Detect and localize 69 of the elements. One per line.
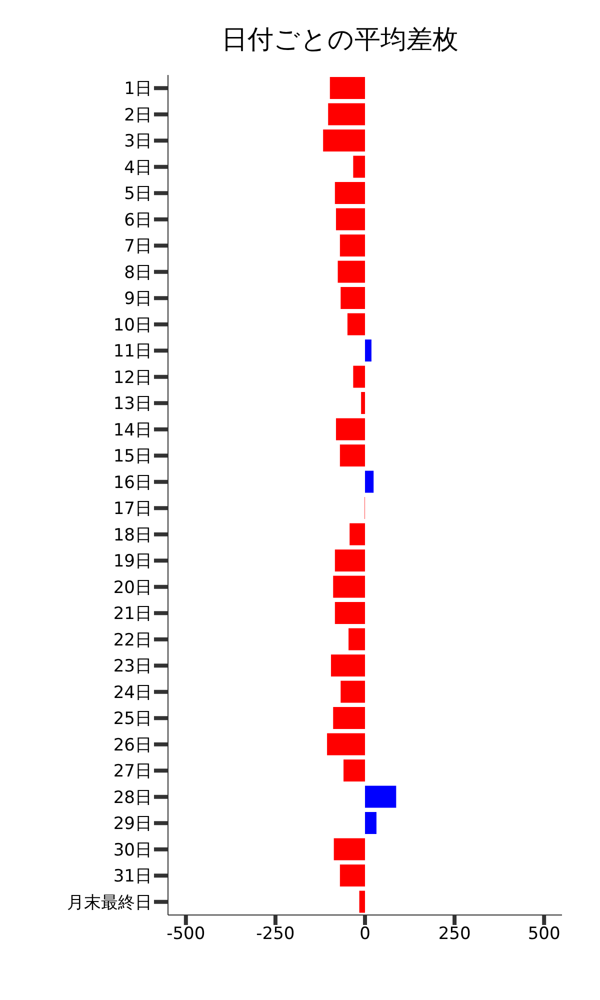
y-tick-label: 21日 [113, 604, 152, 624]
bar [340, 444, 365, 466]
bar [336, 208, 365, 230]
y-tick-label: 26日 [113, 735, 152, 756]
y-tick-label: 22日 [113, 630, 152, 650]
bar [333, 576, 365, 598]
y-tick-label: 15日 [113, 446, 152, 467]
y-tick-label: 23日 [113, 656, 152, 677]
y-tick-label: 16日 [113, 472, 152, 493]
bar [365, 340, 372, 362]
bar [334, 838, 365, 860]
y-tick-label: 10日 [113, 315, 152, 336]
x-tick-label: -500 [166, 924, 206, 944]
y-tick-label: 18日 [113, 525, 152, 546]
bar [353, 366, 365, 388]
bar [328, 103, 365, 126]
y-tick-label: 27日 [113, 762, 152, 782]
y-tick-label: 31日 [113, 866, 152, 887]
y-tick-label: 30日 [113, 840, 152, 860]
y-tick-label: 7日 [124, 236, 152, 257]
bar [348, 628, 365, 650]
bar [330, 654, 365, 676]
bar [334, 602, 365, 624]
y-tick-label: 11日 [113, 342, 152, 362]
x-tick-label: 250 [438, 924, 471, 944]
y-tick-label: 3日 [124, 132, 152, 152]
y-tick-label: 4日 [124, 158, 152, 178]
bar [359, 890, 365, 913]
chart-title: 日付ごとの平均差枚 [220, 24, 460, 57]
bar [334, 550, 365, 572]
bar [340, 287, 365, 309]
y-tick-label: 20日 [113, 578, 152, 598]
y-tick-label: 5日 [124, 184, 152, 204]
y-tick-label: 8日 [124, 262, 152, 283]
bar [340, 680, 365, 703]
bar [353, 156, 365, 178]
bar [338, 260, 365, 283]
bar [365, 812, 376, 834]
y-tick-label: 28日 [113, 788, 152, 808]
y-tick-label: 12日 [113, 368, 152, 388]
y-tick-label: 14日 [113, 420, 152, 440]
y-tick-label: 29日 [113, 814, 152, 834]
bar [344, 760, 365, 782]
bar [333, 707, 365, 729]
bar [350, 523, 365, 546]
bar [361, 392, 365, 414]
bar [323, 130, 365, 152]
x-tick-label: 500 [528, 924, 560, 944]
bar [336, 418, 365, 440]
x-tick-label: 0 [360, 924, 370, 944]
bar [365, 786, 396, 808]
y-tick-label: 月末最終日 [67, 892, 152, 913]
y-tick-label: 2日 [124, 105, 152, 126]
y-tick-label: 19日 [113, 552, 152, 572]
bar [340, 864, 365, 886]
y-tick-label: 25日 [113, 709, 152, 730]
y-tick-label: 24日 [113, 682, 152, 703]
bar [327, 733, 365, 756]
y-tick-label: 17日 [113, 499, 152, 520]
bar [340, 234, 365, 256]
bar [334, 182, 365, 204]
y-tick-label: 13日 [113, 394, 152, 414]
x-tick-label: -250 [256, 924, 295, 944]
bar [347, 313, 365, 336]
bar [330, 77, 365, 99]
y-tick-label: 1日 [124, 79, 152, 100]
y-tick-label: 6日 [124, 210, 152, 230]
y-tick-label: 9日 [124, 289, 152, 310]
bar [365, 470, 374, 493]
